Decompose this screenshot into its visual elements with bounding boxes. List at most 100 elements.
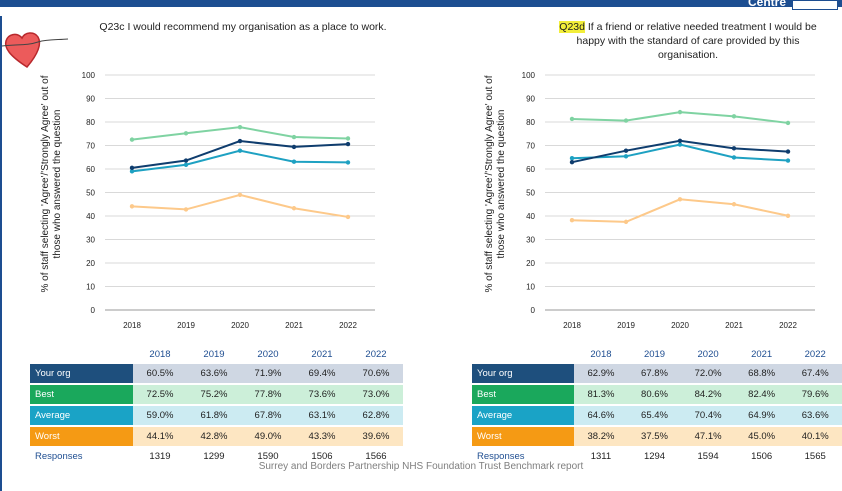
left-divider [0,16,2,491]
value-cell: 43.3% [295,427,349,446]
data-point-average [677,142,683,147]
year-header: 2020 [697,349,719,360]
data-point-average [291,159,297,164]
y-tick-label: 30 [86,236,95,245]
x-tick-label: 2022 [779,321,797,330]
y-tick-label: 70 [526,142,535,151]
year-header: 2020 [257,349,279,360]
value-cell: 77.8% [241,385,295,404]
data-point-best [183,131,189,136]
table-row-best: Best 72.5% 75.2% 77.8% 73.6% 73.0% [30,385,403,404]
y-tick-label: 10 [86,283,95,292]
value-cell: 64.6% [574,406,628,425]
value-cell: 81.3% [574,385,628,404]
data-point-your_org [677,138,683,143]
chart-2-question-text: If a friend or relative needed treatment… [576,21,817,61]
y-tick-label: 10 [526,283,535,292]
top-banner [0,0,842,7]
y-tick-label: 90 [526,95,535,104]
row-label: Best [472,385,575,404]
value-cell: 69.4% [295,364,349,383]
value-cell: 44.1% [133,427,187,446]
year-header: 2019 [643,349,666,360]
value-cell: 67.4% [788,364,842,383]
value-cell: 63.6% [187,364,241,383]
series-line-average [571,143,789,162]
y-tick-label: 70 [86,142,95,151]
data-point-average [785,158,791,163]
value-cell: 73.6% [295,385,349,404]
value-cell: 73.0% [349,385,403,404]
data-point-average [623,154,629,159]
logo [792,0,838,10]
chart-1-question-text: I would recommend my organisation as a p… [127,21,387,33]
year-header: 2021 [311,349,333,360]
x-tick-label: 2019 [617,321,635,330]
value-cell: 37.5% [627,427,682,446]
responses-cell: 1566 [365,451,387,462]
value-cell: 68.8% [734,364,789,383]
data-point-average [129,169,135,174]
y-tick-label: 40 [526,212,535,221]
value-cell: 72.5% [133,385,187,404]
responses-cell: 1319 [149,451,171,462]
table-row-responses: Responses 1319 1299 1590 1506 1566 [30,448,403,465]
data-point-your_org [237,138,243,144]
series-line-worst [131,193,349,218]
x-tick-label: 2018 [123,321,141,330]
x-tick-label: 2022 [339,321,357,330]
data-point-your_org [129,165,135,171]
data-point-worst [731,202,737,207]
data-point-best [731,114,737,119]
value-cell: 67.8% [241,406,295,425]
y-tick-label: 100 [82,71,96,80]
year-header: 2019 [203,349,225,360]
x-tick-label: 2021 [285,321,303,330]
heart-hand-icon [1,32,69,68]
corner-title: Centre [747,0,786,9]
row-label: Average [30,406,133,425]
data-point-average [569,155,575,161]
value-cell: 64.9% [734,406,789,425]
y-tick-label: 60 [86,165,95,174]
chart-2-plot: 0 10 20 30 40 50 60 70 80 90 100 2018 2019 2020 2021 20… [522,71,815,330]
data-point-your_org [785,149,791,154]
data-point-worst [623,219,629,225]
responses-cell: 1506 [751,451,773,462]
value-cell: 67.8% [627,364,682,383]
chart-1-question-code: Q23c [99,21,125,33]
data-point-worst [345,214,351,220]
table-row-best: Best 81.3% 80.6% 84.2% 82.4% 79.6% [472,385,842,404]
year-header: 2022 [365,349,387,360]
table-row-your-org: Your org 62.9% 67.8% 72.0% 68.8% 67.4% [472,364,842,383]
y-tick-label: 80 [86,118,95,127]
table-row-worst: Worst 44.1% 42.8% 49.0% 43.3% 39.6% [30,427,403,446]
year-header: 2018 [590,349,612,360]
data-point-your_org [345,141,351,147]
year-header: 2018 [149,349,171,360]
value-cell: 39.6% [349,427,403,446]
data-point-best [345,136,351,141]
data-point-average [183,162,189,167]
data-point-worst [237,192,243,198]
value-cell: 63.6% [788,406,842,425]
y-tick-label: 30 [526,236,535,245]
value-cell: 61.8% [187,406,241,425]
chart-2-title: Q23d If a friend or relative needed trea… [548,20,828,62]
series-line-worst [571,198,789,223]
value-cell: 47.1% [681,427,735,446]
value-cell: 75.2% [187,385,241,404]
x-tick-label: 2020 [671,321,689,330]
data-point-best [785,120,791,126]
chart-1-data-table: 2018 2019 2020 2021 2022 Your org 60.5% 63.6% 7… [30,345,403,467]
data-point-your_org [731,146,737,151]
table-header-row: 2018 2019 2020 2021 2022 [30,347,403,362]
value-cell: 70.4% [681,406,735,425]
row-label: Average [472,406,575,425]
value-cell: 59.0% [133,406,187,425]
value-cell: 79.6% [788,385,842,404]
x-tick-label: 2020 [231,321,249,330]
row-label: Responses [35,451,83,462]
value-cell: 45.0% [734,427,789,446]
value-cell: 62.9% [574,364,628,383]
